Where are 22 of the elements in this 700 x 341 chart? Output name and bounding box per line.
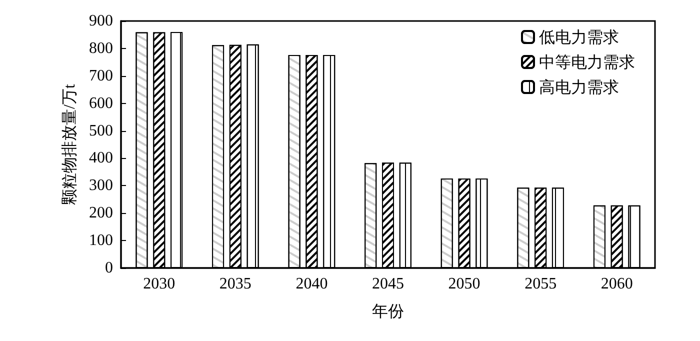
y-tick-label: 500 — [89, 122, 113, 140]
x-tick-label: 2030 — [143, 276, 176, 292]
x-tick-label: 2060 — [600, 276, 633, 292]
y-tick-label: 100 — [89, 232, 113, 250]
y-tick-label: 200 — [89, 204, 113, 222]
legend-label: 中等电力需求 — [539, 52, 635, 72]
y-tick-label: 0 — [105, 260, 113, 276]
y-tick-label: 300 — [89, 177, 113, 194]
y-tick-label: 900 — [89, 12, 113, 30]
x-tick-label: 2045 — [372, 276, 404, 292]
x-tick-label: 2050 — [448, 276, 480, 292]
legend-label: 低电力需求 — [539, 28, 619, 46]
y-tick-label: 600 — [89, 94, 113, 112]
y-tick-label: 800 — [89, 40, 113, 57]
y-axis-title: 颗粒物排放量/万t — [60, 84, 79, 205]
x-axis-title: 年份 — [372, 304, 404, 320]
y-tick-label: 400 — [89, 150, 113, 167]
legend-label: 高电力需求 — [539, 78, 619, 96]
x-tick-label: 2040 — [296, 276, 328, 292]
x-tick-label: 2055 — [524, 276, 557, 292]
x-tick-label: 2035 — [219, 276, 252, 292]
y-tick-label: 700 — [89, 67, 113, 84]
